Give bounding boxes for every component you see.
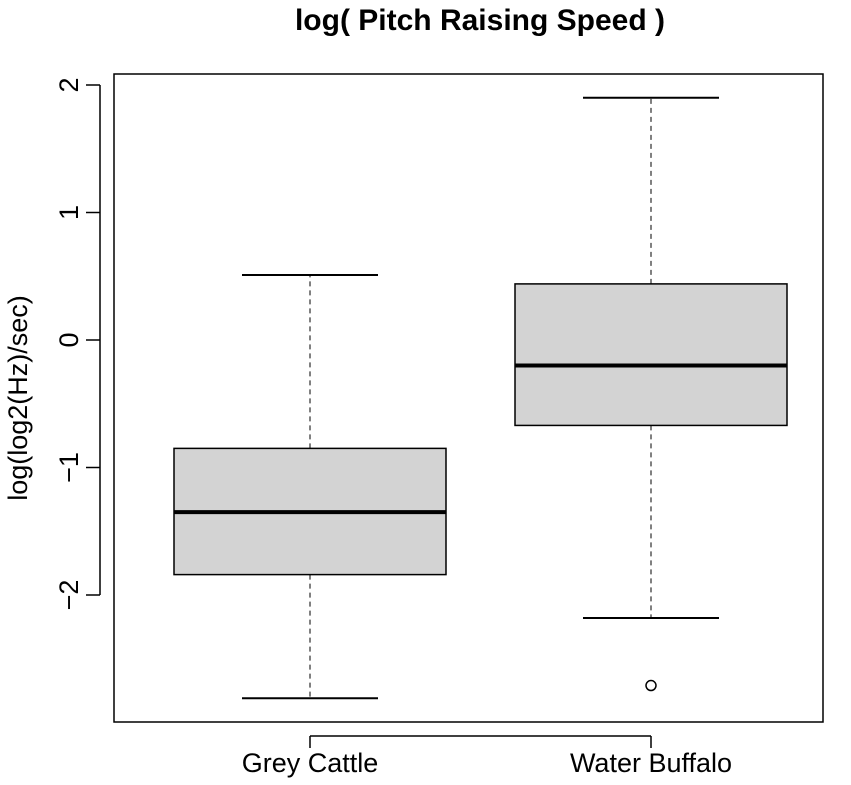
y-tick-label: −2 [54,580,84,611]
plot-frame [113,73,824,723]
box-group [173,273,447,700]
y-tick-label: 1 [54,205,84,220]
y-axis: −2 −1 0 1 2 [54,77,101,611]
x-axis: Grey Cattle Water Buffalo [242,735,732,778]
outlier-point [645,679,657,692]
box [514,283,788,427]
y-axis-label: log(log2(Hz)/sec) [3,295,33,501]
y-tick-label: −1 [54,452,84,483]
boxes [173,96,788,700]
y-tick-label: 2 [54,77,84,92]
x-tick-label: Grey Cattle [242,748,379,778]
chart-title: log( Pitch Raising Speed ) [295,4,665,37]
x-tick-label: Water Buffalo [570,748,732,778]
y-tick-label: 0 [54,332,84,347]
box-group [514,96,788,692]
